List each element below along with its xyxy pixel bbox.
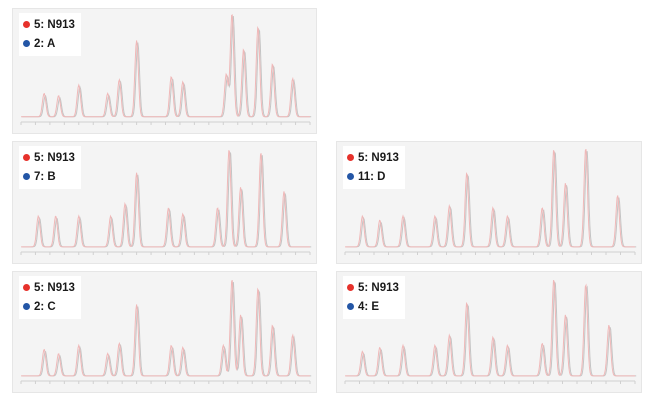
legend-item-reference: 5: N913 (23, 148, 75, 167)
legend-item-reference: 5: N913 (23, 278, 75, 297)
blue-dot-icon (347, 173, 354, 180)
blue-dot-icon (23, 40, 30, 47)
legend: 5: N913 11: D (343, 146, 405, 189)
legend-item-reference: 5: N913 (347, 278, 399, 297)
legend-label-reference: 5: N913 (358, 151, 399, 164)
reference-trace (21, 14, 310, 118)
legend-label-reference: 5: N913 (34, 18, 75, 31)
legend-label-sample: 7: B (34, 170, 56, 183)
legend: 5: N913 7: B (19, 146, 81, 189)
blue-dot-icon (23, 303, 30, 310)
chromatogram-svg (20, 14, 312, 125)
legend-item-sample: 4: E (347, 297, 399, 316)
chart-panel-e: 5: N913 4: E (336, 271, 642, 393)
legend: 5: N913 4: E (343, 276, 405, 319)
legend-label-reference: 5: N913 (358, 281, 399, 294)
chromatogram-svg (344, 279, 637, 384)
legend-item-sample: 2: A (23, 34, 75, 53)
legend-item-sample: 7: B (23, 167, 75, 186)
reference-trace (21, 150, 310, 248)
red-dot-icon (347, 284, 354, 291)
legend-label-sample: 11: D (358, 170, 386, 183)
reference-trace (21, 280, 310, 377)
reference-trace (345, 148, 635, 248)
legend: 5: N913 2: C (19, 276, 81, 319)
chart-panel-c: 5: N913 2: C (12, 271, 317, 393)
legend-item-sample: 11: D (347, 167, 399, 186)
chart-panel-a: 5: N913 2: A (12, 8, 317, 134)
red-dot-icon (23, 284, 30, 291)
reference-trace (345, 279, 635, 377)
red-dot-icon (23, 21, 30, 28)
red-dot-icon (23, 154, 30, 161)
red-dot-icon (347, 154, 354, 161)
legend-item-reference: 5: N913 (23, 15, 75, 34)
legend-label-sample: 2: A (34, 37, 56, 50)
legend-label-reference: 5: N913 (34, 151, 75, 164)
legend: 5: N913 2: A (19, 13, 81, 56)
blue-dot-icon (347, 303, 354, 310)
legend-item-reference: 5: N913 (347, 148, 399, 167)
legend-label-sample: 2: C (34, 300, 56, 313)
legend-item-sample: 2: C (23, 297, 75, 316)
chromatogram-svg (344, 148, 637, 255)
blue-dot-icon (23, 173, 30, 180)
legend-label-sample: 4: E (358, 300, 380, 313)
legend-label-reference: 5: N913 (34, 281, 75, 294)
chromatogram-svg (20, 150, 312, 255)
chart-panel-d: 5: N913 11: D (336, 141, 642, 264)
chart-panel-b: 5: N913 7: B (12, 141, 317, 264)
chromatogram-svg (20, 280, 312, 384)
